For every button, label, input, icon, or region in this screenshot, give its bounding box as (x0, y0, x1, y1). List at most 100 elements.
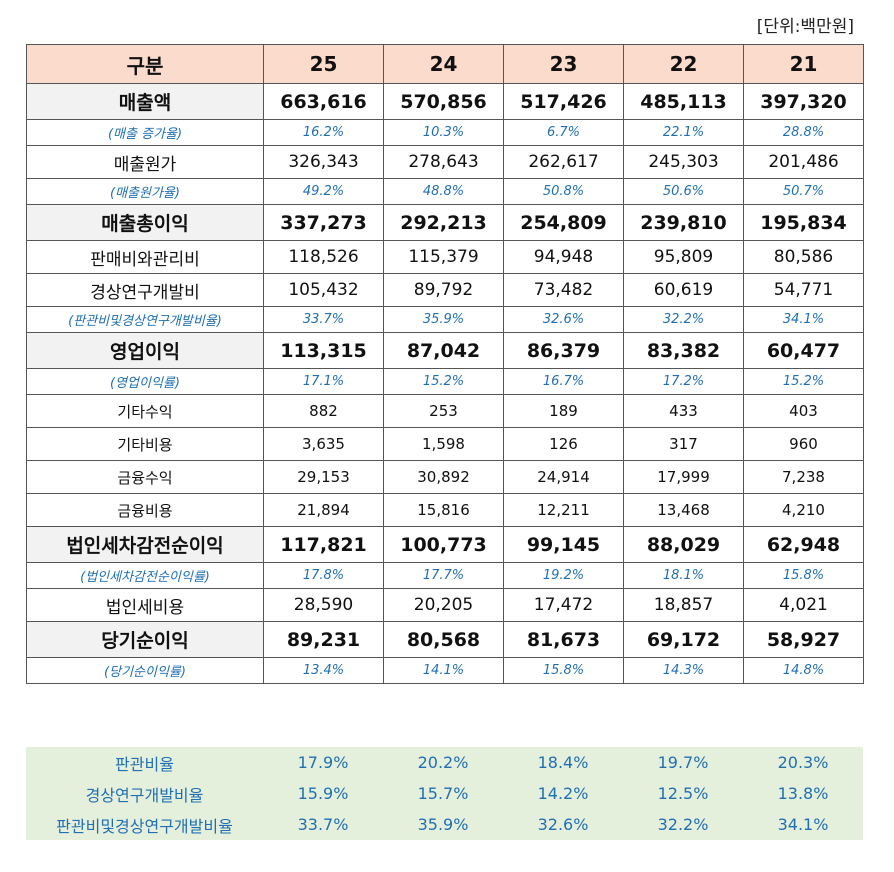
value-cell: 326,343 (263, 145, 384, 179)
ratio-value-cell: 15.7% (417, 784, 469, 803)
value-cell: 262,617 (503, 145, 624, 179)
value-cell: 80,586 (743, 240, 864, 274)
ratio-value-cell: 15.9% (297, 784, 349, 803)
value-cell: 69,172 (623, 621, 744, 658)
table-row: 기타수익 882 253 189 433 403 (26, 394, 864, 428)
ratio-value-cell: 12.5% (657, 784, 709, 803)
row-label: 경상연구개발비 (26, 273, 264, 307)
ratio-value-cell: 17.9% (297, 753, 349, 772)
value-cell: 80,568 (383, 621, 504, 658)
value-cell: 433 (623, 394, 744, 428)
value-cell: 278,643 (383, 145, 504, 179)
value-cell: 19.2% (503, 562, 624, 589)
header-cell-category: 구분 (26, 44, 264, 84)
value-cell: 22.1% (623, 119, 744, 146)
row-label: 매출총이익 (26, 204, 264, 241)
value-cell: 21,894 (263, 493, 384, 527)
value-cell: 254,809 (503, 204, 624, 241)
value-cell: 105,432 (263, 273, 384, 307)
value-cell: 337,273 (263, 204, 384, 241)
value-cell: 10.3% (383, 119, 504, 146)
value-cell: 15.2% (383, 368, 504, 395)
value-cell: 403 (743, 394, 864, 428)
row-label: 매출액 (26, 83, 264, 120)
header-cell-year: 21 (743, 44, 864, 84)
ratio-value-cell: 35.9% (417, 815, 469, 834)
ratio-label: 판관비및경상연구개발비율 (56, 816, 233, 836)
value-cell: 24,914 (503, 460, 624, 494)
ratio-value-cell: 20.2% (417, 753, 469, 772)
row-label: (법인세차감전순이익률) (26, 562, 264, 589)
ratio-value-cell: 19.7% (657, 753, 709, 772)
ratio-value-cell: 32.2% (657, 815, 709, 834)
ratio-row: 판관비및경상연구개발비율 33.7% 35.9% 32.6% 32.2% 34.1% (26, 809, 863, 840)
row-label: 판매비와관리비 (26, 240, 264, 274)
row-label: 법인세비용 (26, 588, 264, 622)
ratio-value-cell: 33.7% (297, 815, 349, 834)
value-cell: 89,231 (263, 621, 384, 658)
value-cell: 29,153 (263, 460, 384, 494)
value-cell: 13,468 (623, 493, 744, 527)
row-label: (매출 증가율) (26, 119, 264, 146)
value-cell: 50.7% (743, 178, 864, 205)
row-label: 법인세차감전순이익 (26, 526, 264, 563)
value-cell: 16.2% (263, 119, 384, 146)
value-cell: 87,042 (383, 332, 504, 369)
value-cell: 517,426 (503, 83, 624, 120)
value-cell: 81,673 (503, 621, 624, 658)
header-cell-year: 23 (503, 44, 624, 84)
value-cell: 245,303 (623, 145, 744, 179)
value-cell: 49.2% (263, 178, 384, 205)
value-cell: 100,773 (383, 526, 504, 563)
ratio-value-cell: 13.8% (777, 784, 829, 803)
table-row: 매출원가 326,343 278,643 262,617 245,303 201,486 (26, 145, 864, 179)
ratio-value-cell: 18.4% (537, 753, 589, 772)
value-cell: 88,029 (623, 526, 744, 563)
value-cell: 4,021 (743, 588, 864, 622)
value-cell: 30,892 (383, 460, 504, 494)
ratio-value-cell: 20.3% (777, 753, 829, 772)
value-cell: 960 (743, 427, 864, 461)
value-cell: 15,816 (383, 493, 504, 527)
ratio-value-cell: 32.6% (537, 815, 589, 834)
value-cell: 195,834 (743, 204, 864, 241)
value-cell: 60,619 (623, 273, 744, 307)
value-cell: 14.3% (623, 657, 744, 684)
row-label: (매출원가율) (26, 178, 264, 205)
value-cell: 1,598 (383, 427, 504, 461)
value-cell: 17.7% (383, 562, 504, 589)
value-cell: 62,948 (743, 526, 864, 563)
value-cell: 28.8% (743, 119, 864, 146)
value-cell: 15.2% (743, 368, 864, 395)
value-cell: 118,526 (263, 240, 384, 274)
value-cell: 17.2% (623, 368, 744, 395)
table-row: 경상연구개발비 105,432 89,792 73,482 60,619 54,771 (26, 273, 864, 307)
value-cell: 663,616 (263, 83, 384, 120)
value-cell: 17.8% (263, 562, 384, 589)
table-row: 영업이익 113,315 87,042 86,379 83,382 60,477 (26, 332, 864, 369)
value-cell: 32.2% (623, 306, 744, 333)
header-cell-year: 22 (623, 44, 744, 84)
value-cell: 570,856 (383, 83, 504, 120)
table-row: (영업이익률) 17.1% 15.2% 16.7% 17.2% 15.2% (26, 368, 864, 395)
value-cell: 117,821 (263, 526, 384, 563)
value-cell: 115,379 (383, 240, 504, 274)
row-label: 기타수익 (26, 394, 264, 428)
value-cell: 33.7% (263, 306, 384, 333)
value-cell: 882 (263, 394, 384, 428)
expense-ratio-table: 판관비율 17.9% 20.2% 18.4% 19.7% 20.3% 경상연구개발비율 15.… (26, 747, 863, 840)
value-cell: 201,486 (743, 145, 864, 179)
row-label: 금융비용 (26, 493, 264, 527)
value-cell: 18.1% (623, 562, 744, 589)
value-cell: 99,145 (503, 526, 624, 563)
table-row: 매출액 663,616 570,856 517,426 485,113 397,320 (26, 83, 864, 120)
ratio-row: 판관비율 17.9% 20.2% 18.4% 19.7% 20.3% (26, 747, 863, 778)
header-cell-year: 25 (263, 44, 384, 84)
value-cell: 94,948 (503, 240, 624, 274)
value-cell: 17,472 (503, 588, 624, 622)
table-row: 금융수익 29,153 30,892 24,914 17,999 7,238 (26, 460, 864, 494)
value-cell: 83,382 (623, 332, 744, 369)
table-row: (당기순이익률) 13.4% 14.1% 15.8% 14.3% 14.8% (26, 657, 864, 684)
value-cell: 239,810 (623, 204, 744, 241)
row-label: 금융수익 (26, 460, 264, 494)
